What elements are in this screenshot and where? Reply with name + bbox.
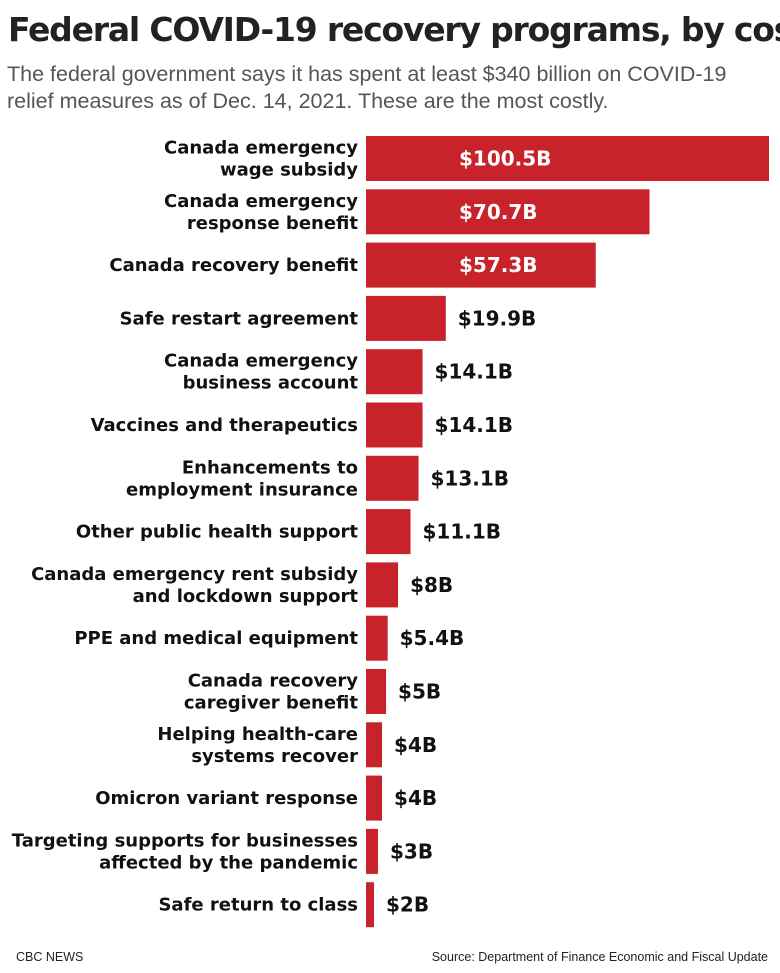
category-label: Canada emergency response benefit bbox=[164, 191, 358, 234]
bar-row: Targeting supports for businesses affecte… bbox=[12, 828, 433, 874]
value-label: $57.3B bbox=[459, 253, 538, 277]
bar-row: Omicron variant response $4B bbox=[95, 775, 437, 821]
bar bbox=[366, 136, 769, 181]
value-label: $2B bbox=[386, 893, 429, 917]
value-label: $70.7B bbox=[459, 200, 538, 224]
bar-row: Canada recovery caregiver benefit $5B bbox=[184, 669, 441, 714]
bar bbox=[366, 882, 375, 928]
value-label: $5B bbox=[398, 680, 441, 704]
value-label: $8B bbox=[410, 573, 453, 597]
bar-row: Canada emergency response benefit $70.7B bbox=[164, 189, 650, 235]
category-label: PPE and medical equipment bbox=[74, 628, 358, 649]
category-label: Vaccines and therapeutics bbox=[91, 415, 358, 436]
bar bbox=[366, 775, 383, 821]
bar-row: Safe return to class $2B bbox=[158, 882, 429, 928]
category-label: Other public health support bbox=[76, 522, 358, 543]
category-label: Helping health-care systems recover bbox=[157, 724, 358, 767]
chart-subtitle: The federal government says it has spent… bbox=[7, 62, 727, 113]
bar-row: Other public health support $11.1B bbox=[76, 509, 502, 555]
value-label: $5.4B bbox=[400, 626, 465, 650]
value-label: $11.1B bbox=[423, 520, 502, 544]
bar-row: Canada emergency rent subsidy and lockdow… bbox=[31, 562, 453, 608]
value-label: $14.1B bbox=[435, 413, 514, 437]
bar-row: PPE and medical equipment $5.4B bbox=[74, 615, 465, 661]
bar bbox=[366, 562, 399, 608]
bar bbox=[366, 242, 596, 288]
category-label: Canada emergency rent subsidy and lockdow… bbox=[31, 564, 358, 607]
bar-row: Canada emergency business account $14.1B bbox=[164, 349, 514, 395]
bar bbox=[366, 455, 419, 501]
category-label: Canada emergency business account bbox=[164, 351, 358, 394]
value-label: $14.1B bbox=[435, 360, 514, 384]
bar-row: Canada recovery benefit $57.3B bbox=[109, 242, 596, 288]
value-label: $3B bbox=[390, 839, 433, 863]
bar-row: Enhancements to employment insurance $13.1… bbox=[126, 455, 510, 501]
category-label: Targeting supports for businesses affecte… bbox=[12, 830, 358, 873]
bar-row: Vaccines and therapeutics $14.1B bbox=[91, 402, 514, 448]
bar bbox=[366, 349, 423, 395]
bar bbox=[366, 402, 423, 448]
chart-title: Federal COVID-19 recovery programs, by c… bbox=[8, 10, 780, 49]
credit-label: CBC NEWS bbox=[16, 950, 84, 964]
bar bbox=[366, 828, 379, 874]
category-label: Canada recovery caregiver benefit bbox=[184, 671, 358, 714]
bar bbox=[366, 722, 383, 768]
bar-row: Helping health-care systems recover $4B bbox=[157, 722, 437, 768]
category-label: Safe return to class bbox=[158, 895, 358, 916]
category-label: Canada recovery benefit bbox=[109, 255, 358, 276]
category-label: Enhancements to employment insurance bbox=[126, 457, 358, 500]
source-label: Source: Department of Finance Economic a… bbox=[431, 950, 768, 964]
value-label: $4B bbox=[394, 733, 437, 757]
bar bbox=[366, 615, 388, 661]
value-label: $100.5B bbox=[459, 147, 551, 171]
bar bbox=[366, 669, 387, 714]
value-label: $13.1B bbox=[431, 466, 510, 490]
bar-row: Safe restart agreement $19.9B bbox=[120, 295, 537, 341]
category-label: Safe restart agreement bbox=[120, 308, 359, 329]
bar bbox=[366, 189, 650, 235]
bar-row: Canada emergency wage subsidy $100.5B bbox=[164, 136, 769, 181]
value-label: $4B bbox=[394, 786, 437, 810]
bar bbox=[366, 509, 411, 555]
category-label: Omicron variant response bbox=[95, 788, 358, 809]
category-label: Canada emergency wage subsidy bbox=[164, 138, 358, 181]
bar bbox=[366, 295, 446, 341]
value-label: $19.9B bbox=[458, 306, 537, 330]
